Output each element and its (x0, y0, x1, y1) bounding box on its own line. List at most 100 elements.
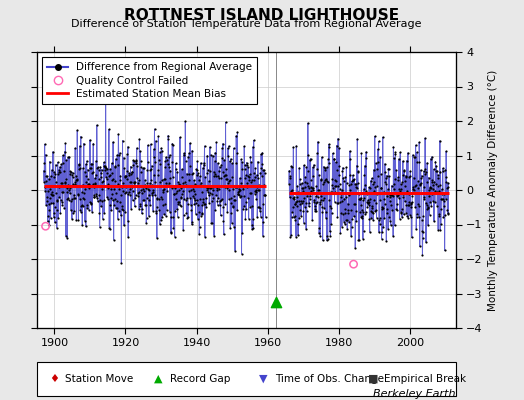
Point (241, 166, 249, 172)
Point (144, 186, 152, 192)
Point (418, 217, 426, 223)
Point (335, 180, 344, 187)
Point (80, 190, 89, 196)
Point (229, 186, 237, 192)
Point (148, 190, 157, 196)
Point (117, 206, 126, 212)
Point (436, 220, 445, 227)
Point (325, 228, 334, 234)
Point (336, 185, 344, 192)
Point (194, 202, 202, 208)
Point (195, 231, 203, 237)
Point (136, 202, 144, 209)
Point (381, 174, 390, 181)
Point (292, 143, 300, 149)
Point (377, 185, 385, 191)
Point (320, 204, 329, 211)
Point (355, 209, 364, 215)
Point (378, 229, 387, 235)
Point (291, 213, 299, 219)
Point (309, 185, 317, 191)
Point (93, 122, 101, 128)
Point (244, 172, 252, 179)
Point (345, 181, 354, 188)
Point (53, 206, 61, 213)
Point (215, 168, 223, 174)
Point (211, 207, 219, 214)
Point (409, 152, 417, 158)
Point (206, 152, 215, 158)
Point (287, 188, 295, 194)
Point (342, 217, 350, 223)
Point (348, 216, 356, 222)
Point (403, 188, 411, 194)
Point (97, 170, 105, 176)
Point (169, 142, 177, 148)
Point (154, 133, 162, 140)
Point (254, 174, 263, 181)
Point (429, 182, 438, 188)
Point (223, 209, 232, 216)
Point (155, 207, 163, 213)
Point (354, 168, 362, 175)
Point (432, 189, 441, 196)
Point (166, 175, 174, 181)
Point (332, 182, 341, 189)
Point (204, 184, 212, 191)
Point (249, 225, 258, 232)
Point (376, 171, 385, 178)
Point (70, 194, 78, 201)
Point (179, 180, 187, 187)
Point (82, 223, 90, 230)
Point (225, 178, 234, 184)
Point (385, 214, 393, 220)
Point (56, 169, 64, 176)
Point (430, 166, 438, 172)
Text: ■: ■ (368, 374, 378, 384)
Point (407, 200, 416, 206)
Point (366, 185, 374, 192)
Point (242, 199, 250, 205)
Point (205, 178, 213, 184)
Point (112, 190, 121, 196)
Point (252, 165, 260, 172)
Point (156, 221, 164, 227)
Point (236, 180, 245, 186)
Point (439, 168, 447, 174)
Point (428, 191, 436, 197)
Point (203, 170, 212, 176)
Point (395, 156, 403, 162)
Point (396, 188, 404, 194)
Point (61, 140, 70, 147)
Point (132, 160, 140, 166)
Point (195, 182, 204, 188)
Point (170, 183, 178, 189)
Point (212, 139, 221, 146)
Point (399, 158, 407, 164)
Point (423, 160, 431, 166)
Point (334, 183, 342, 189)
Point (223, 185, 231, 192)
Point (60, 179, 69, 186)
Point (84, 181, 92, 188)
Point (383, 172, 391, 179)
Point (177, 185, 185, 192)
Point (108, 177, 117, 184)
Point (238, 229, 247, 236)
Point (125, 172, 133, 179)
Point (168, 174, 177, 180)
Point (78, 222, 86, 228)
Point (161, 158, 169, 164)
Point (150, 154, 158, 160)
Point (391, 175, 399, 182)
Point (316, 197, 325, 204)
Point (155, 195, 163, 202)
Point (49, 192, 58, 198)
Point (343, 225, 352, 232)
Point (166, 208, 174, 215)
Point (326, 203, 334, 209)
Point (331, 188, 339, 195)
Point (343, 216, 351, 223)
Text: Record Gap: Record Gap (170, 374, 231, 384)
Point (256, 205, 265, 211)
